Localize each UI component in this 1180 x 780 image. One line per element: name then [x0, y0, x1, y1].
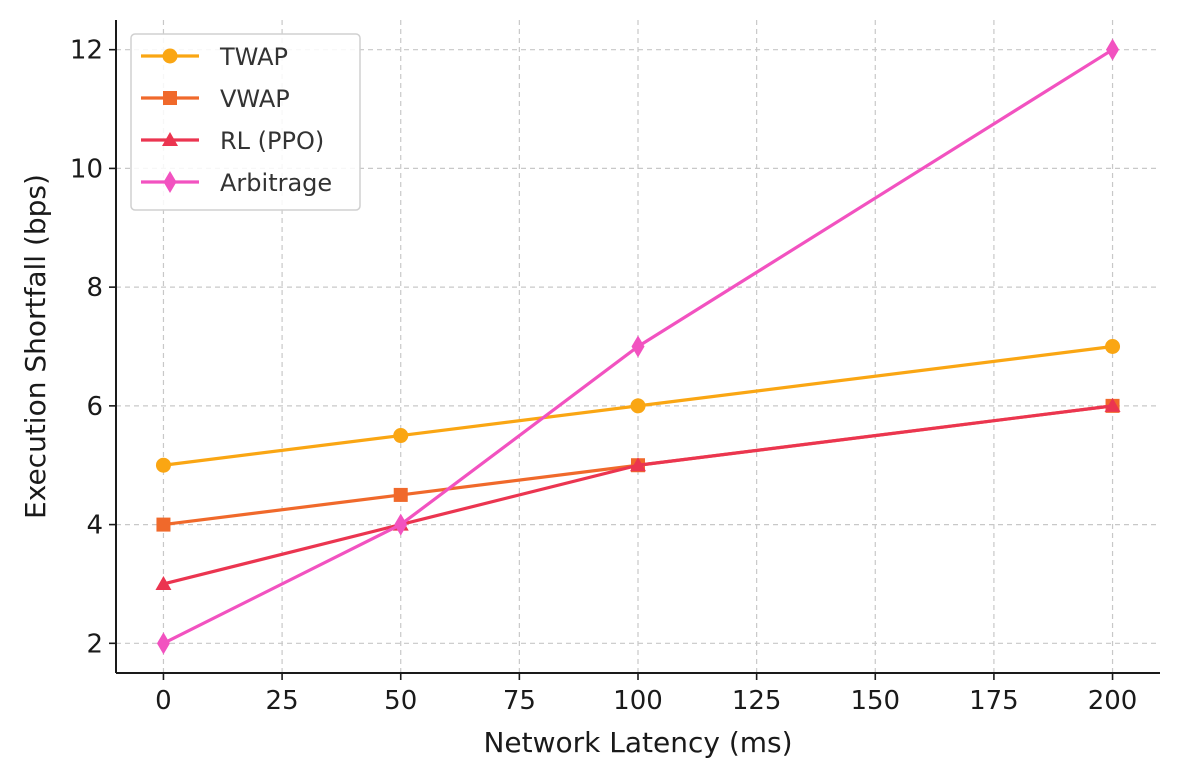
legend-item-rl-ppo: RL (PPO)	[141, 127, 324, 155]
legend-label-twap: TWAP	[219, 43, 288, 71]
y-tick-label-10: 10	[70, 154, 103, 184]
y-tick-label-12: 12	[70, 36, 103, 66]
x-tick-label-50: 50	[384, 686, 417, 716]
x-tick-label-175: 175	[969, 686, 1019, 716]
series-twap	[155, 339, 1121, 473]
data-point-twap-200	[1105, 339, 1121, 354]
data-point-rl-ppo-100	[630, 457, 646, 472]
legend-marker-vwap	[163, 91, 177, 105]
y-axis-label: Execution Shortfall (bps)	[19, 174, 52, 519]
legend-item-arbitrage: Arbitrage	[141, 169, 332, 197]
data-point-rl-ppo-200	[1104, 397, 1121, 412]
y-tick-label-2: 2	[86, 629, 103, 659]
x-tick-label-200: 200	[1088, 686, 1138, 716]
y-tick-label-8: 8	[86, 273, 103, 303]
y-tick-label-4: 4	[86, 511, 103, 541]
legend-label-arbitrage: Arbitrage	[220, 169, 332, 197]
x-tick-label-25: 25	[266, 686, 299, 716]
legend-box	[130, 33, 361, 211]
x-tick-label-0: 0	[155, 686, 172, 716]
data-point-vwap-50	[393, 487, 408, 502]
data-point-arbitrage-0	[156, 632, 170, 655]
legend-marker-rl-ppo	[162, 132, 178, 146]
x-tick-label-150: 150	[850, 686, 900, 716]
x-tick-label-125: 125	[732, 686, 782, 716]
y-axis-ticks: 2 4 6 8 10 12	[70, 36, 116, 659]
data-point-rl-ppo-0	[155, 575, 172, 590]
legend-item-twap: TWAP	[141, 43, 288, 71]
x-tick-label-75: 75	[503, 686, 536, 716]
data-point-twap-50	[393, 428, 409, 444]
data-point-vwap-0	[156, 517, 171, 532]
y-tick-label-6: 6	[86, 392, 103, 422]
legend-marker-arbitrage	[163, 171, 177, 193]
legend: TWAP VWAP RL (PPO) Arbitrage	[130, 33, 361, 211]
data-point-arbitrage-50	[394, 513, 408, 536]
series-line-twap	[163, 344, 1113, 467]
data-point-arbitrage-100	[631, 335, 645, 358]
legend-label-vwap: VWAP	[220, 85, 290, 113]
data-point-twap-0	[155, 457, 171, 473]
x-tick-label-100: 100	[613, 686, 663, 716]
series-arbitrage	[156, 38, 1120, 655]
x-axis-label: Network Latency (ms)	[483, 726, 792, 759]
data-point-twap-100	[630, 398, 646, 414]
legend-item-vwap: VWAP	[141, 85, 290, 113]
data-point-arbitrage-200	[1106, 38, 1120, 61]
series	[155, 38, 1121, 655]
x-axis-ticks: 0 25 50 75 100 125 150 175 200	[155, 673, 1137, 716]
series-line-arbitrage	[162, 48, 1114, 645]
legend-label-rl-ppo: RL (PPO)	[220, 127, 324, 155]
series-line-rl-ppo	[163, 404, 1113, 586]
legend-marker-twap	[162, 48, 178, 64]
